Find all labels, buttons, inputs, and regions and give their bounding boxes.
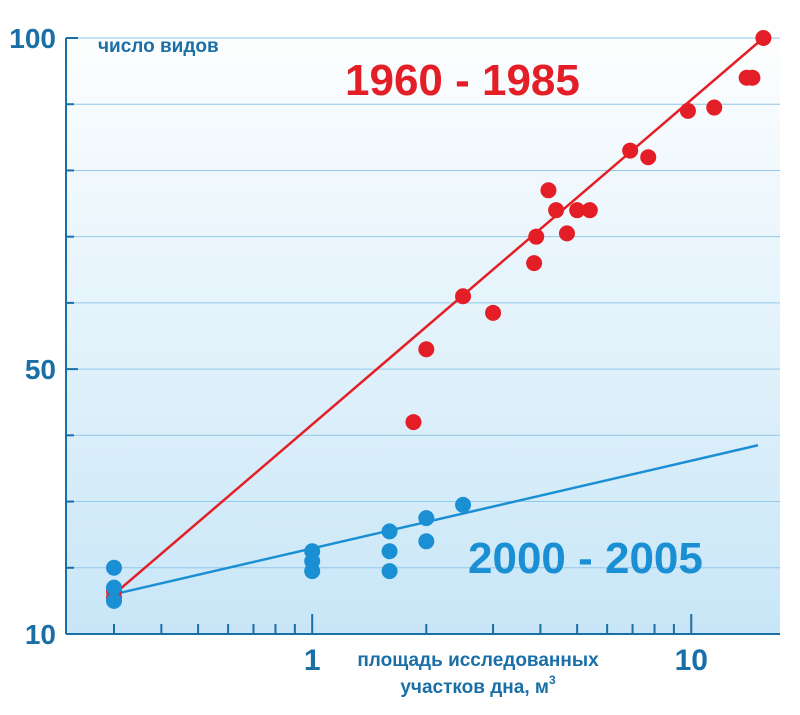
plot-background xyxy=(66,12,780,634)
data-point-2000-2005 xyxy=(381,523,398,540)
data-point-1960-1985 xyxy=(679,102,696,119)
data-point-1960-1985 xyxy=(622,142,639,159)
data-point-2000-2005 xyxy=(106,592,122,609)
x-axis-unit-superscript: 3 xyxy=(549,673,556,687)
data-point-1960-1985 xyxy=(640,149,657,166)
data-point-1960-1985 xyxy=(540,182,557,199)
data-point-1960-1985 xyxy=(744,69,761,86)
data-point-1960-1985 xyxy=(528,228,545,245)
x-axis-unit: участков дна, м xyxy=(400,677,549,698)
series-label-2000-2005: 2000 - 2005 xyxy=(468,534,703,583)
data-point-1960-1985 xyxy=(455,288,472,305)
fit-line-1960-1985 xyxy=(113,37,765,596)
y-tick-label: 10 xyxy=(25,619,56,650)
data-point-1960-1985 xyxy=(526,255,543,272)
y-tick-label: 100 xyxy=(9,23,56,54)
data-point-1960-1985 xyxy=(558,225,575,242)
y-axis-label: число видов xyxy=(98,36,219,57)
x-tick-label: 1 xyxy=(304,644,321,677)
data-point-1960-1985 xyxy=(418,341,435,358)
data-point-1960-1985 xyxy=(755,30,772,46)
data-point-2000-2005 xyxy=(455,496,472,513)
data-point-1960-1985 xyxy=(405,414,422,431)
data-point-1960-1985 xyxy=(569,202,586,219)
data-point-1960-1985 xyxy=(581,202,598,219)
series-label-1960-1985: 1960 - 1985 xyxy=(345,56,580,105)
data-point-1960-1985 xyxy=(548,202,565,219)
data-point-1960-1985 xyxy=(485,304,502,321)
data-point-2000-2005 xyxy=(381,543,398,560)
y-tick-label: 50 xyxy=(25,354,56,385)
data-point-2000-2005 xyxy=(304,563,321,580)
fit-line-2000-2005 xyxy=(113,444,759,596)
x-axis-label-line2: участков дна, м3 xyxy=(400,673,556,698)
data-point-2000-2005 xyxy=(381,563,398,580)
data-point-2000-2005 xyxy=(418,533,435,550)
data-point-2000-2005 xyxy=(106,559,122,576)
x-tick-label: 10 xyxy=(675,644,708,677)
data-point-2000-2005 xyxy=(418,510,435,527)
data-point-2000-2005 xyxy=(106,579,122,596)
x-axis-label-line1: площадь исследованных xyxy=(357,650,599,671)
data-point-1960-1985 xyxy=(706,99,723,116)
